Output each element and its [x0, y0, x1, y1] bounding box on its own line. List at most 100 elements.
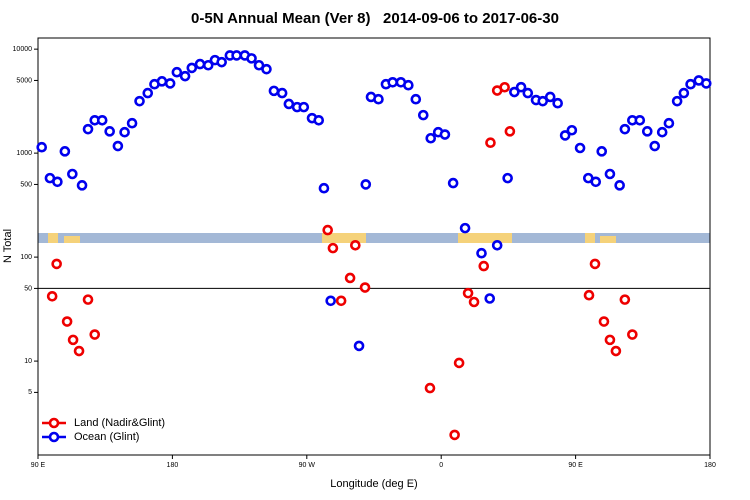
data-point [344, 272, 356, 284]
data-point [46, 290, 58, 302]
data-point [202, 59, 214, 71]
x-axis-label: Longitude (deg E) [330, 478, 417, 490]
data-point [619, 123, 631, 135]
data-point [515, 81, 527, 93]
data-point [359, 282, 371, 293]
data-point [504, 126, 516, 137]
data-point [298, 101, 310, 113]
data-point [164, 78, 176, 89]
data-point [537, 95, 549, 107]
land-patch [322, 233, 366, 243]
data-point [499, 81, 510, 93]
data-point [468, 296, 480, 308]
data-point [112, 140, 124, 152]
data-point [246, 53, 257, 64]
data-point [449, 429, 460, 441]
y-tick-label: 50 [24, 285, 32, 292]
data-point [268, 85, 280, 97]
land-patch [600, 236, 616, 243]
data-point [627, 329, 638, 340]
land-patch [64, 236, 80, 243]
data-point [126, 117, 138, 129]
data-point [59, 146, 71, 157]
y-tick-label: 1000 [16, 150, 32, 157]
x-tick-label: 90 E [568, 462, 583, 469]
data-point [663, 117, 675, 129]
data-point [134, 95, 145, 107]
data-point [82, 123, 94, 135]
plot-frame [37, 37, 711, 456]
data-point [590, 176, 602, 188]
data-point [447, 177, 459, 189]
surface-band [38, 233, 710, 243]
data-point [276, 87, 288, 99]
data-point [313, 114, 325, 126]
data-point [373, 93, 384, 105]
data-point [387, 76, 398, 88]
data-point [589, 258, 601, 270]
data-point [179, 70, 191, 82]
data-point [453, 357, 465, 369]
data-point [604, 334, 616, 346]
data-point [61, 316, 73, 327]
x-tick-label: 90 W [299, 462, 316, 469]
data-point [583, 289, 595, 301]
data-point [142, 87, 154, 99]
data-point [424, 382, 436, 394]
y-tick-label: 100 [20, 254, 32, 261]
legend-label: Ocean (Glint) [74, 431, 139, 443]
data-point [649, 140, 661, 152]
data-point [484, 293, 496, 304]
y-axis-label: N Total [2, 229, 14, 263]
data-point [76, 180, 88, 191]
data-point [283, 98, 295, 110]
data-point [350, 239, 361, 251]
data-point [327, 242, 339, 254]
data-point [322, 224, 334, 236]
data-point [89, 329, 101, 340]
land-patch [48, 233, 58, 243]
data-point [216, 56, 227, 68]
data-point [186, 62, 198, 74]
data-point [610, 345, 622, 357]
chart-title: 0-5N Annual Mean (Ver 8) 2014-09-06 to 2… [191, 10, 559, 27]
data-point [522, 87, 534, 99]
data-point [261, 63, 272, 75]
data-point [119, 126, 130, 138]
data-point [462, 287, 474, 299]
legend-swatch-marker [48, 417, 60, 429]
data-point [656, 126, 668, 138]
data-point [403, 79, 414, 91]
land-patch [585, 233, 595, 243]
y-tick-label: 500 [20, 181, 32, 188]
data-point [685, 78, 696, 90]
data-point [360, 179, 372, 190]
data-point [574, 142, 586, 154]
data-point [82, 294, 94, 305]
data-point [171, 66, 183, 78]
data-point [325, 295, 336, 307]
data-point [52, 176, 63, 188]
y-tick-label: 10 [24, 358, 32, 365]
data-point [598, 316, 610, 327]
data-point [73, 345, 85, 357]
data-point [641, 126, 653, 137]
data-point [318, 182, 330, 194]
y-tick-label: 5 [28, 389, 32, 396]
data-point [678, 87, 690, 99]
data-point [67, 168, 78, 180]
data-point [335, 295, 347, 307]
data-point [596, 146, 608, 157]
data-point [502, 172, 513, 184]
data-point [194, 58, 206, 70]
data-point [156, 76, 168, 87]
x-tick-label: 0 [439, 462, 443, 469]
data-point [544, 91, 556, 103]
data-point [671, 95, 683, 107]
data-point [353, 340, 365, 352]
data-point [231, 50, 242, 61]
data-point [491, 239, 503, 251]
data-point [509, 86, 520, 98]
